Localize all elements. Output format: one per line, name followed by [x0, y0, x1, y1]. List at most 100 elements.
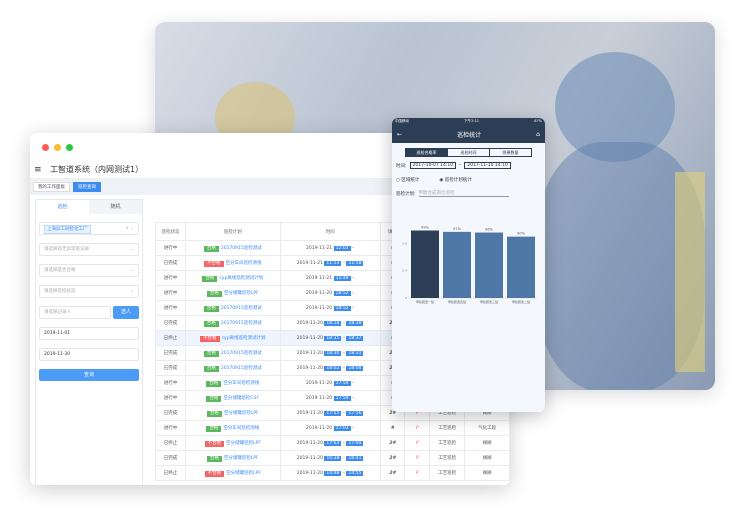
plan-link[interactable]: 空分储罐巡检LPF	[223, 410, 259, 416]
start-time: 11:49	[333, 275, 351, 281]
table-row[interactable]: 进行中 合格 空分车间巡检测线 2019-11-20 17:03 – # P 工艺…	[155, 420, 510, 436]
seg-hazards[interactable]: 隐患数量	[502, 150, 519, 155]
date: 2019-11-20	[296, 410, 323, 416]
start-time: 18:02	[324, 365, 342, 371]
plan-label: 巡检计划:	[396, 191, 416, 197]
plan-link[interactable]: 空分储罐巡检LPF	[223, 455, 259, 461]
home-icon[interactable]: ⌂	[536, 130, 540, 138]
plan-link[interactable]: 20170915巡检测试	[220, 320, 262, 326]
area: 气化工段	[464, 420, 510, 436]
qualified-select[interactable]: 请选择是否合格 ⌄	[39, 264, 139, 277]
date-to[interactable]: 2017-11-10 14:10	[464, 162, 511, 169]
data-label: 96%	[485, 228, 493, 232]
result-badge: 合格	[206, 290, 222, 297]
minimize-button[interactable]	[54, 143, 61, 151]
date: 2019-11-20	[296, 350, 323, 356]
plan-link[interactable]: 20170915巡检测试	[220, 245, 262, 251]
flag-icon: P	[404, 435, 431, 451]
plant-select[interactable]: 上海异工同智化工厂 × ⌄	[39, 222, 139, 235]
result-badge: 合格	[203, 320, 219, 327]
plan-link[interactable]: 20170915巡检测试	[220, 350, 262, 356]
date-to-input[interactable]: 2019-11-30	[39, 348, 139, 361]
plan-link[interactable]: cyp离线巡检测试计划	[221, 335, 266, 341]
result-badge: 合格	[202, 275, 218, 282]
plan-link[interactable]: 空分车间巡检测线	[225, 260, 262, 266]
tab-inspection-query[interactable]: 巡检查询	[73, 182, 101, 192]
plan-link[interactable]: 空分储罐巡检CSY	[223, 395, 260, 401]
maximize-button[interactable]	[66, 143, 73, 151]
back-icon[interactable]: ←	[397, 130, 403, 138]
seg-pass-rate[interactable]: 巡检合格率	[406, 149, 448, 156]
x-tick-label: 甲醇装置三班	[480, 299, 498, 304]
start-time: 11:53	[324, 260, 342, 266]
result-badge: 合格	[206, 395, 222, 402]
end-time: 17:04	[346, 440, 364, 446]
result-badge: 合格	[206, 455, 222, 462]
filter-panel: 巡检 随机 上海异工同智化工厂 × ⌄ 请选择有无异常巡记录 ⌄ 请选择是否合格 ⌄ 请…	[35, 199, 143, 485]
end-time: 18:37	[346, 335, 364, 341]
status: 已终止	[155, 330, 186, 346]
result-badge: 合格	[203, 245, 219, 252]
date: 2019-11-20	[305, 305, 333, 311]
carrier: 中国移动	[395, 119, 409, 123]
area: 阀阀	[464, 450, 510, 466]
type: 工艺巡检	[429, 435, 466, 451]
query-button[interactable]: 查询	[39, 369, 139, 381]
y-tick-label: 0.4	[402, 269, 407, 273]
date: 2019-11-20	[296, 335, 323, 341]
filler: #	[379, 420, 406, 436]
radio-area[interactable]: ○ 区域统计	[396, 178, 420, 183]
plan-link[interactable]: 空分车间巡检测线	[223, 425, 260, 431]
status: 进行中	[155, 270, 186, 286]
data-label: 90%	[517, 232, 525, 236]
plan-input[interactable]: 甲醇合成岗位巡检	[418, 190, 509, 197]
date-from[interactable]: 2017-10-07 14:10	[409, 162, 457, 169]
time-label: 时间:	[396, 163, 407, 169]
start-time: 18:18	[324, 320, 342, 326]
plan-link[interactable]: 空分储罐巡检LPF	[226, 470, 261, 476]
result-badge: 合格	[206, 425, 222, 432]
status: 已终止	[155, 465, 186, 481]
y-tick-label: 0.8	[402, 241, 407, 245]
plan-link[interactable]: 空分车间巡检测线	[223, 380, 260, 386]
start-time: 18:30	[324, 350, 342, 356]
plant-chip: 上海异工同智化工厂	[44, 225, 91, 234]
table-row[interactable]: 已终止 不合格 空分储罐巡检LPF 2019-11-20 14:48 – 14:5…	[155, 465, 510, 481]
filler: 2#	[379, 450, 406, 466]
date: 2019-11-20	[296, 470, 323, 476]
date: 2019-11-20	[305, 395, 333, 401]
tab-random[interactable]: 随机	[89, 200, 142, 214]
pass-rate-chart: 0 0.4 0.8 99% 甲醇装置一班 97% 甲醇装置四班 96% 甲醇装置三班 90% 甲醇装…	[402, 226, 537, 304]
status: 进行中	[155, 285, 186, 301]
plan-link[interactable]: 空分储罐巡检LPF	[223, 290, 259, 296]
filler: 2#	[379, 435, 406, 451]
bar	[443, 231, 471, 298]
result-badge: 合格	[203, 365, 219, 372]
status: 进行中	[155, 240, 186, 256]
plan-link[interactable]: 空分储罐巡检LPF	[226, 440, 261, 446]
type: 工艺巡检	[429, 420, 466, 436]
x-tick-label: 甲醇装置四班	[448, 299, 466, 304]
status: 已完成	[155, 450, 186, 466]
abnormal-select[interactable]: 请选择有无异常巡记录 ⌄	[39, 243, 139, 256]
choose-person-button[interactable]: 选人	[113, 306, 139, 319]
status-select[interactable]: 请选择巡检状态 ⌄	[39, 285, 139, 298]
tab-workbench[interactable]: 我的工作面板	[33, 182, 70, 192]
seg-time[interactable]: 巡检时间	[448, 149, 490, 156]
recorder-input[interactable]: 请选择记录人	[39, 306, 111, 319]
table-row[interactable]: 已完成 合格 空分储罐巡检LPF 2019-11-20 16:38 – 16:41…	[155, 450, 510, 466]
radio-plan[interactable]: ◉ 巡检计划统计	[439, 178, 472, 183]
plan-link[interactable]: 20170915巡检测试	[220, 365, 262, 371]
tab-inspection[interactable]: 巡检	[57, 204, 68, 210]
close-button[interactable]	[42, 143, 49, 151]
end-time: 11:58	[346, 260, 364, 266]
plan-link[interactable]: 20170915巡检测试	[220, 305, 262, 311]
phone-app: 中国移动 下午2:11 67% ← 巡检统计 ⌂ 巡检合格率 巡检时间 隐患数量 时间: 20…	[392, 118, 545, 412]
table-row[interactable]: 已终止 不合格 空分储罐巡检LPF 2019-11-20 17:03 – 17:0…	[155, 435, 510, 451]
menu-icon[interactable]: ≡	[34, 164, 42, 175]
result-badge: 不合格	[200, 335, 220, 342]
plan-link[interactable]: cyp离线巡检测试计划	[219, 275, 264, 281]
date-from-input[interactable]: 2019-11-01	[39, 327, 139, 340]
flag-icon: P	[404, 465, 431, 481]
start-time: 14:48	[324, 470, 342, 476]
